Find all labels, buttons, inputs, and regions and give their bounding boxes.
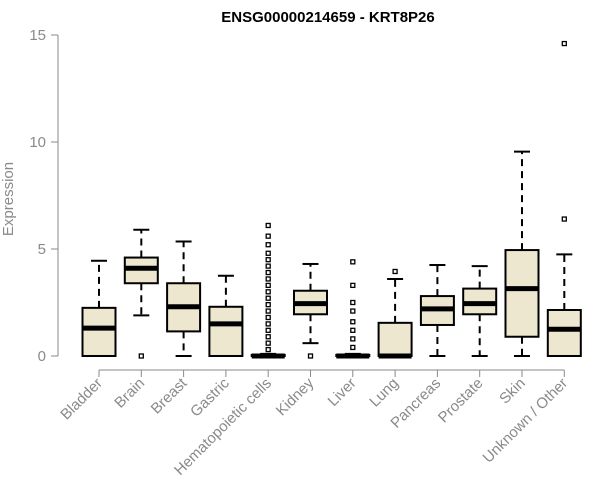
iqr-box [504, 249, 540, 338]
outlier-point [265, 233, 271, 239]
outlier-point [265, 346, 271, 353]
outlier-point [265, 263, 271, 269]
x-tick-label: Skin [496, 375, 529, 408]
x-tick-label: Lung [366, 375, 402, 411]
plot-area [81, 40, 582, 359]
y-axis-label: Expression [0, 162, 17, 236]
outlier-point [265, 257, 271, 263]
box-kidney [293, 262, 328, 359]
box-lung [377, 268, 413, 359]
outlier-point [265, 340, 271, 346]
iqr-box [546, 308, 582, 357]
box-unknown-other [546, 40, 582, 357]
outlier-point [265, 321, 271, 327]
x-tick-label: Prostate [435, 375, 487, 427]
x-tick-label: Breast [148, 374, 191, 417]
outlier-point [350, 299, 356, 306]
box-breast [166, 240, 202, 357]
outlier-point [561, 40, 567, 47]
outlier-point [138, 353, 144, 359]
outlier-point [265, 250, 271, 256]
outlier-point [265, 242, 271, 248]
outlier-point [265, 327, 271, 333]
outlier-point [350, 327, 356, 333]
iqr-box [81, 306, 117, 358]
box-bladder [81, 259, 117, 358]
outlier-point [265, 295, 271, 301]
box-hematopoietic-cells [250, 222, 286, 359]
y-tick-label: 0 [38, 348, 46, 365]
outlier-point [265, 222, 271, 229]
box-prostate [462, 265, 498, 357]
outlier-point [265, 276, 271, 282]
box-skin [504, 150, 540, 357]
box-brain [123, 228, 159, 359]
outlier-point [265, 282, 271, 289]
outlier-point [350, 344, 356, 351]
box-gastric [208, 274, 244, 357]
outlier-point [265, 269, 271, 276]
outlier-point [392, 268, 398, 275]
iqr-box [208, 305, 244, 357]
outlier-point [265, 334, 271, 340]
outlier-point [265, 308, 271, 314]
outlier-point [265, 314, 271, 321]
x-tick-label: Brain [111, 375, 148, 412]
outlier-point [350, 308, 356, 314]
outlier-point [350, 319, 356, 325]
x-tick-label: Bladder [57, 375, 106, 424]
x-tick-label: Liver [325, 375, 360, 410]
x-tick-label: Kidney [273, 374, 318, 419]
outlier-point [307, 353, 314, 359]
y-tick-label: 15 [29, 27, 46, 44]
outlier-point [350, 282, 356, 289]
iqr-box [377, 321, 413, 357]
y-axis: 0 5 10 15 [29, 27, 59, 365]
chart-title: ENSG00000214659 - KRT8P26 [221, 9, 434, 26]
outlier-point [265, 289, 271, 295]
box-liver [335, 259, 371, 359]
y-tick-label: 5 [38, 241, 46, 258]
outlier-point [265, 301, 271, 308]
outlier-point [350, 259, 356, 265]
outlier-point [561, 216, 567, 222]
outlier-point [350, 336, 356, 342]
y-tick-label: 10 [29, 134, 46, 151]
box-pancreas [419, 264, 455, 357]
